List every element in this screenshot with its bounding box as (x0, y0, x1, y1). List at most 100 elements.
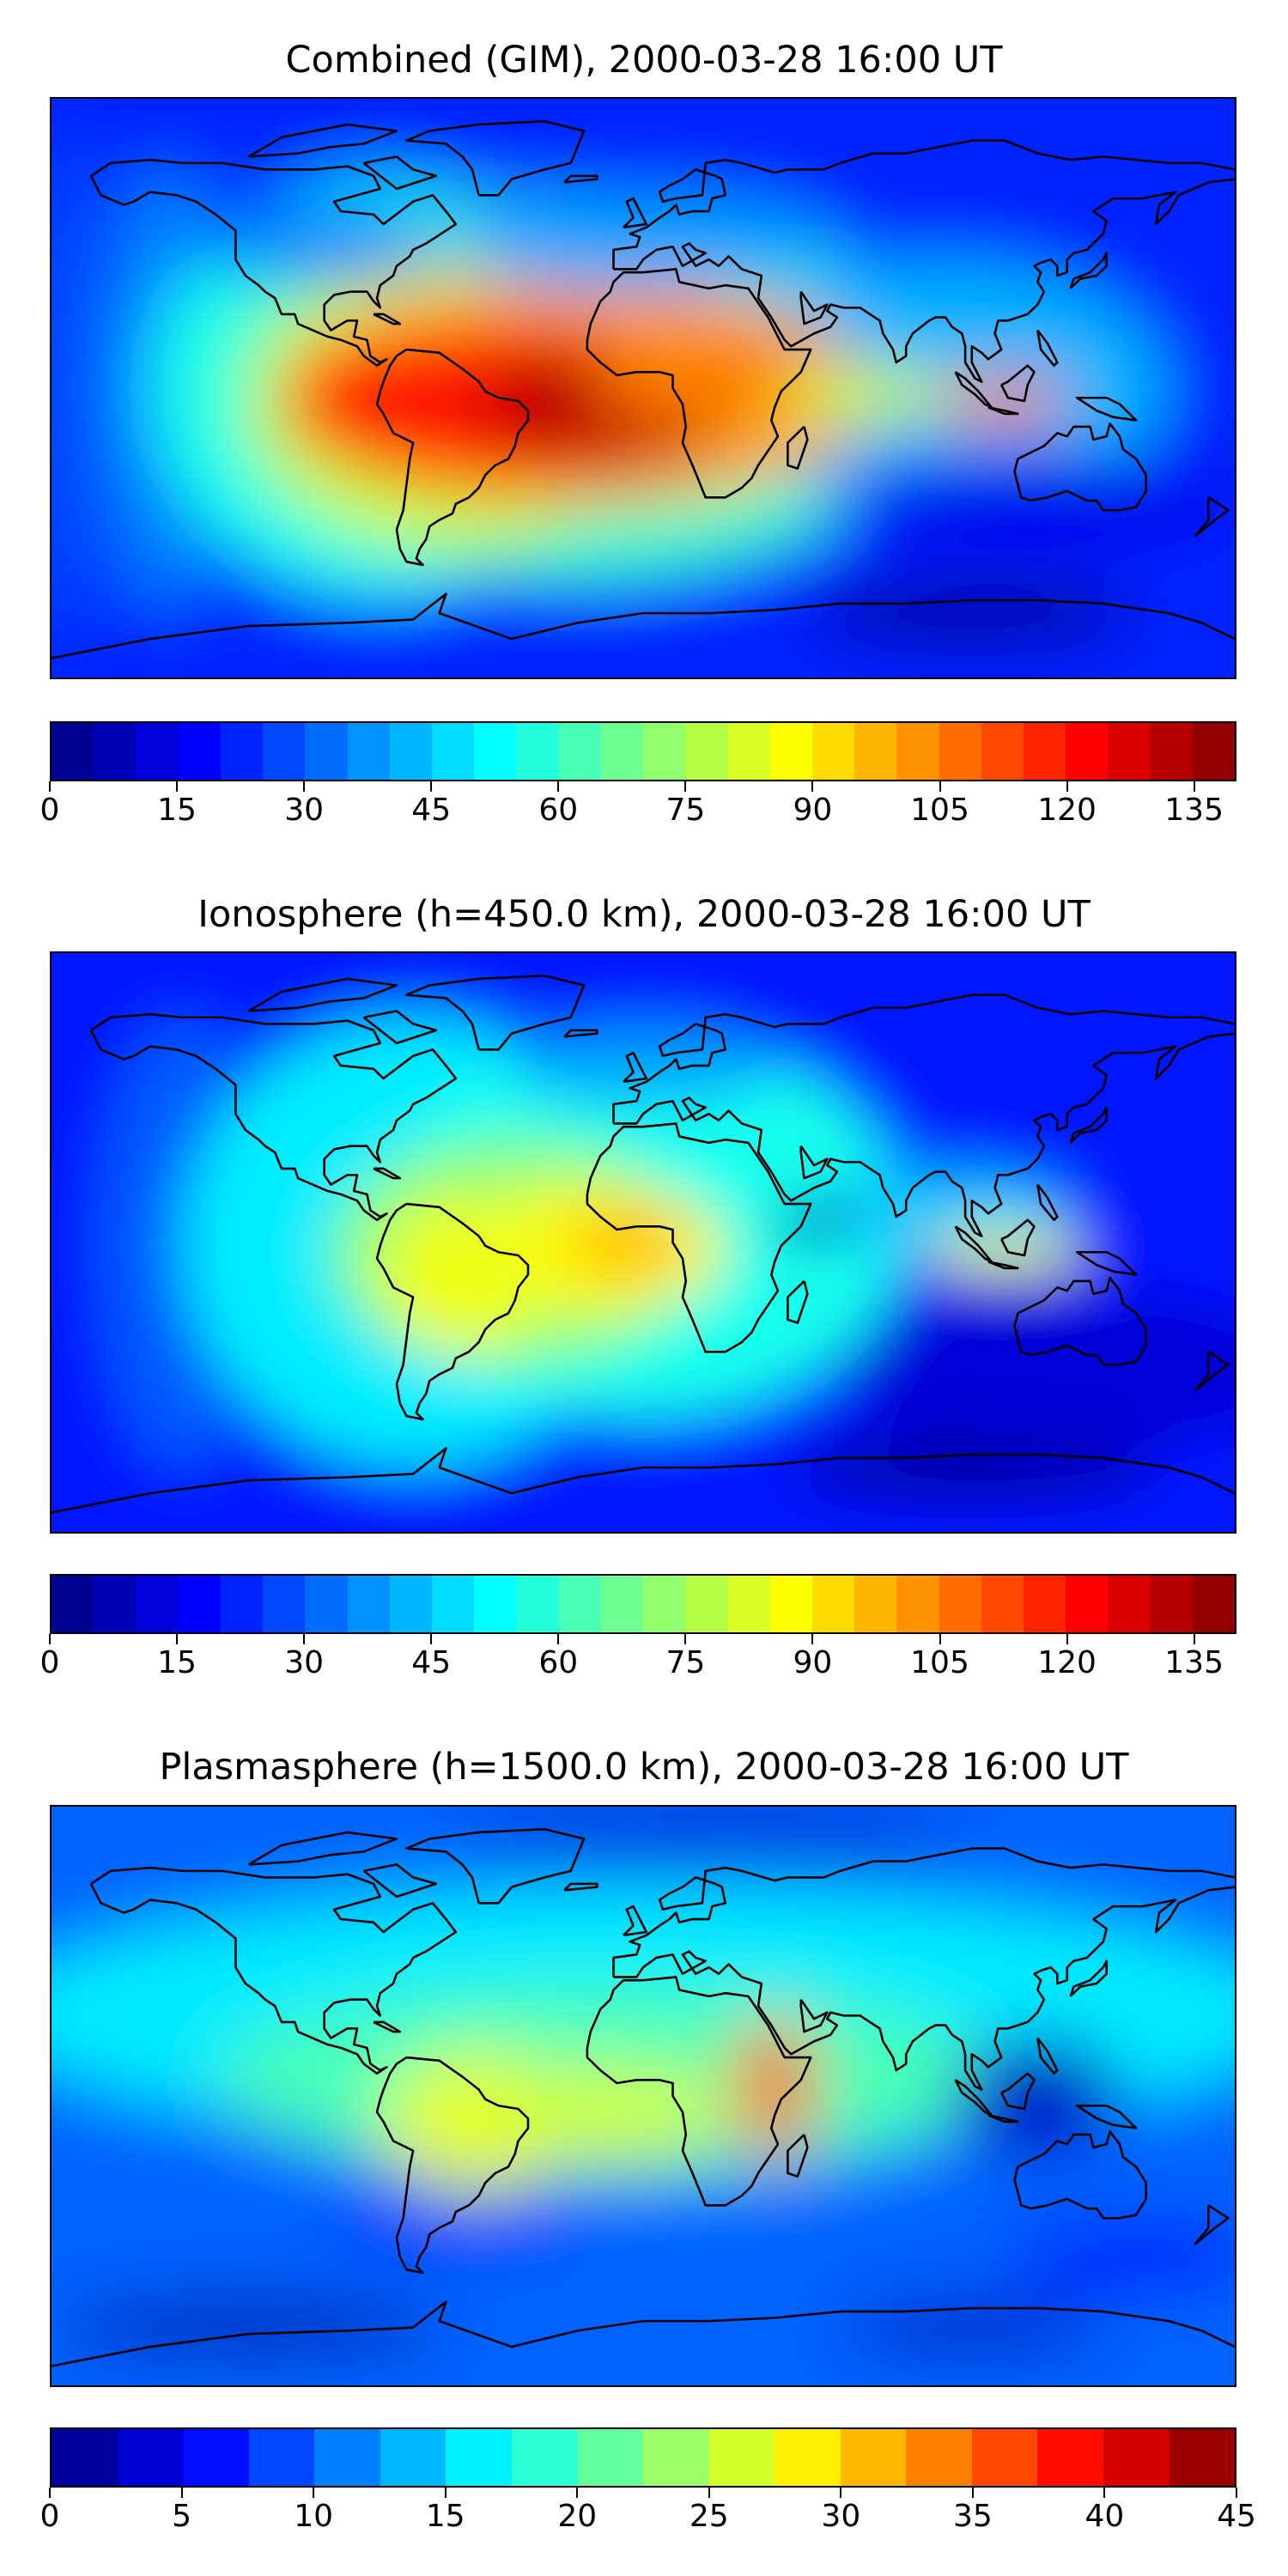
colorbar-tick-mark (576, 2488, 579, 2498)
colorbar-segment (971, 2429, 1038, 2486)
coastline-path (1075, 396, 1138, 422)
colorbar-segment (558, 1576, 601, 1632)
colorbar-tick-mark (49, 2488, 51, 2498)
colorbar-segment (178, 1576, 221, 1632)
coastline-path (623, 1051, 648, 1084)
field-region (183, 204, 447, 283)
colorbar-segment (263, 1576, 306, 1632)
colorbar-segment (52, 723, 94, 780)
colorbar-segment (474, 1576, 517, 1632)
map-plasmasphere (50, 1805, 1236, 2387)
coastline-path (1036, 329, 1059, 368)
field-region (511, 1027, 775, 1104)
colorbar-tick-label: 15 (157, 1645, 197, 1680)
colorbar-tick-label: 90 (793, 1645, 833, 1680)
colorbar-tick-label: 45 (1217, 2499, 1256, 2534)
coastline-path (1013, 2129, 1147, 2220)
colorbar-segment (769, 723, 812, 780)
coastline-path (787, 426, 809, 470)
coastline-path (987, 406, 1019, 416)
colorbar-tick-mark (49, 1634, 51, 1644)
colorbar-segment (389, 1576, 432, 1632)
colorbar-segment (643, 723, 686, 780)
coastline-path (987, 1261, 1019, 1270)
colorbar-segment (1024, 1576, 1066, 1632)
colorbar-tick-label: 75 (665, 1645, 706, 1680)
colorbar-tick-label: 0 (39, 2499, 60, 2534)
coastline-path (613, 1886, 1235, 2091)
colorbar-segment (183, 2429, 249, 2486)
field-region (446, 195, 841, 292)
coastline (52, 1827, 1235, 2367)
colorbar-tick-label: 120 (1037, 793, 1097, 828)
colorbar-segment (474, 723, 517, 780)
colorbar-tick-label: 5 (172, 2499, 191, 2534)
coastline (52, 119, 1235, 659)
colorbar-segment (981, 723, 1024, 780)
colorbar-segment (431, 723, 475, 780)
colorbar-segment (840, 2429, 907, 2486)
field-region (840, 2301, 1103, 2354)
field-region (807, 580, 1137, 646)
coastline-path (1075, 1250, 1138, 1276)
coastline-path (799, 1998, 829, 2033)
coastline-path (1194, 1351, 1230, 1392)
colorbar-segment (811, 723, 855, 780)
colorbar-tick-mark (971, 2488, 974, 2498)
colorbar-tick-label: 105 (910, 793, 969, 828)
colorbar-segment (516, 723, 559, 780)
colorbar-tick-label: 0 (39, 793, 60, 828)
colorbar-segment (389, 723, 432, 780)
colorbar-tick-mark (1193, 1634, 1195, 1644)
field-region (52, 2301, 447, 2354)
coastline-path (405, 1827, 586, 1905)
colorbar-segment (685, 723, 728, 780)
colorbar-tick-label: 60 (538, 1645, 579, 1680)
coastline-path (563, 174, 598, 184)
map-combined-svg (52, 99, 1235, 677)
map-ionosphere (50, 951, 1236, 1534)
coastline-path (375, 1202, 530, 1421)
coastline-path (405, 119, 586, 197)
field-region (1005, 2224, 1235, 2289)
colorbar-segment (1103, 2429, 1170, 2486)
colorbar-segment (854, 1576, 897, 1632)
colorbar-tick-mark (939, 1634, 941, 1644)
map-title-plasmasphere: Plasmasphere (h=1500.0 km), 2000-03-28 1… (159, 1746, 1129, 1789)
colorbar-tick-mark (557, 781, 560, 792)
coastline-path (1000, 1218, 1036, 1257)
colorbar-tick-mark (430, 1634, 433, 1644)
colorbar-segment (1150, 1576, 1193, 1632)
colorbar-segment (577, 2429, 644, 2486)
colorbar-segment (685, 1576, 728, 1632)
colorbar-tick-mark (444, 2488, 447, 2498)
field-region (955, 2038, 1121, 2154)
colorbar-segment (1150, 723, 1193, 780)
colorbar-segment (136, 1576, 179, 1632)
colorbar-tick-mark (1236, 2488, 1237, 2498)
field-region (495, 2063, 726, 2160)
colorbar-segment (600, 723, 644, 780)
coastline-path (563, 1029, 598, 1038)
colorbar-segment (347, 1576, 390, 1632)
colorbar-tick-label: 135 (1164, 1645, 1224, 1680)
coastline-path (787, 2134, 809, 2178)
colorbar-segment (643, 1576, 686, 1632)
colorbar-segment (314, 2429, 380, 2486)
field-region (791, 1435, 1153, 1500)
colorbar-segment (511, 2429, 578, 2486)
colorbar-segment (1066, 1576, 1109, 1632)
coastline-path (247, 123, 398, 158)
colorbar-segment (516, 1576, 559, 1632)
coastline-path (52, 2300, 1235, 2367)
colorbar-segment (94, 1576, 137, 1632)
coastline-path (89, 158, 458, 368)
coastline-path (1194, 496, 1230, 538)
colorbar-segment (136, 723, 179, 780)
colorbar-segment (220, 723, 264, 780)
coastline-path (623, 1905, 648, 1937)
map-combined (50, 97, 1236, 679)
coastline-path (954, 1225, 993, 1263)
coastline-path (612, 1847, 1235, 1978)
colorbar-tick-label: 45 (411, 1645, 452, 1680)
